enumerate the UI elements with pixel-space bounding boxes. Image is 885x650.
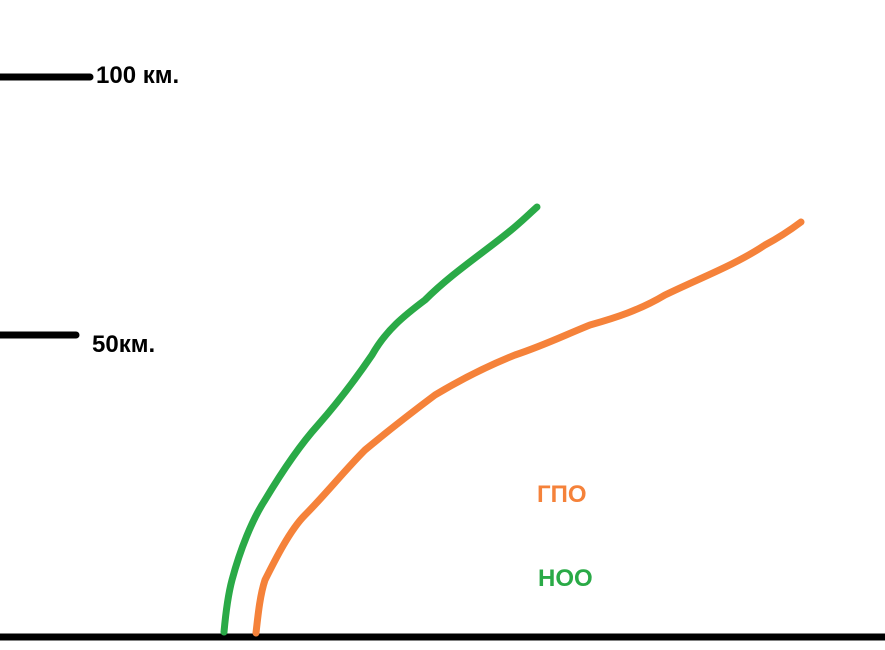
gpo-trajectory [252,218,805,637]
legend-gpo-label: ГПО [537,481,587,508]
legend-noo-label: НОО [538,565,593,592]
altitude-50km-label: 50км. [92,331,156,358]
noo-trajectory [220,203,541,636]
altitude-100km-label: 100 км. [96,62,180,89]
